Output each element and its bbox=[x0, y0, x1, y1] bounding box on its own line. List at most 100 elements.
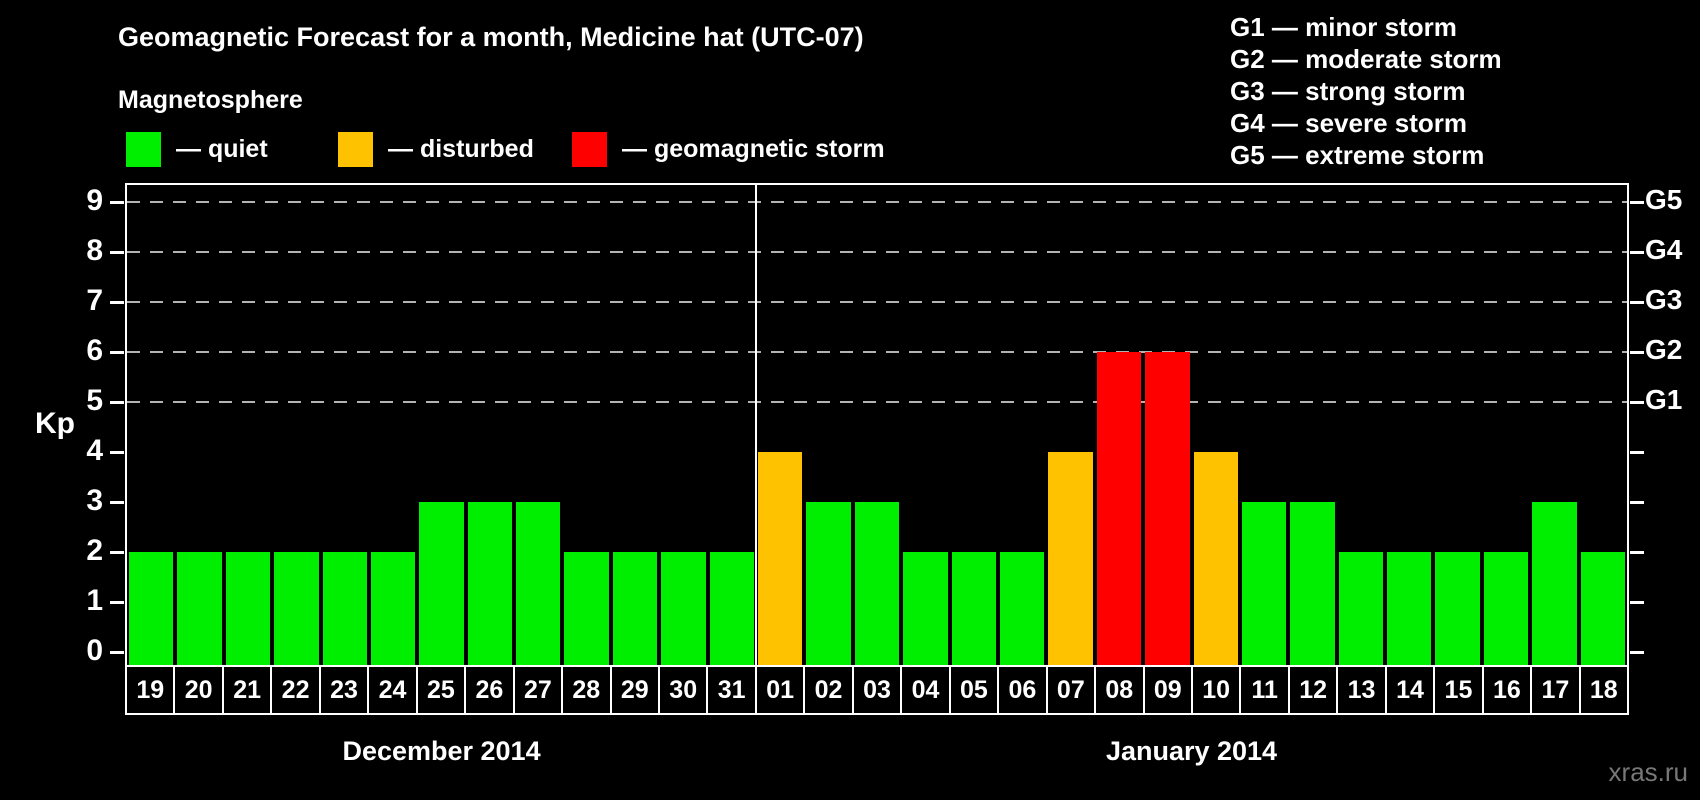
watermark: xras.ru bbox=[1608, 757, 1688, 787]
day-cell: 23 bbox=[318, 667, 367, 713]
kp-bar-day-07 bbox=[1048, 452, 1093, 665]
y-tick-left bbox=[110, 301, 124, 304]
day-axis-row: 19 20 21 22 23 24 25 26 27 28 29 30 31 01 02 03 04 05 06 07… bbox=[125, 665, 1629, 715]
kp-bar-day-21 bbox=[225, 552, 271, 665]
y-tick-label: 2 bbox=[86, 534, 103, 567]
y-tick-left bbox=[110, 351, 124, 354]
kp-bar-day-08 bbox=[1096, 352, 1142, 665]
y-tick-right bbox=[1630, 301, 1644, 304]
kp-bar-day-27 bbox=[516, 502, 561, 665]
gridline-kp5 bbox=[127, 401, 1627, 403]
legend-item-quiet: — quiet bbox=[126, 131, 268, 168]
legend-swatch-quiet bbox=[126, 132, 161, 167]
kp-bar-day-20 bbox=[177, 552, 222, 665]
y-tick-right bbox=[1630, 451, 1644, 454]
day-cell: 29 bbox=[609, 667, 658, 713]
kp-bar-day-29 bbox=[612, 552, 658, 665]
day-cell: 15 bbox=[1433, 667, 1481, 713]
y-tick-right bbox=[1630, 251, 1644, 254]
kp-bar-day-14 bbox=[1387, 552, 1432, 665]
kp-bar-day-19 bbox=[129, 552, 174, 665]
day-cell: 17 bbox=[1530, 667, 1578, 713]
g-axis-label-g3: G3 bbox=[1645, 284, 1683, 315]
day-cell: 09 bbox=[1142, 667, 1191, 713]
page-title: Geomagnetic Forecast for a month, Medici… bbox=[118, 22, 864, 52]
y-tick-right bbox=[1630, 351, 1644, 354]
kp-bar-day-30 bbox=[661, 552, 706, 665]
day-cell: 25 bbox=[415, 667, 464, 713]
g-scale-legend: G1 — minor storm G2 — moderate storm G3 — … bbox=[1230, 11, 1502, 171]
g-axis-label-g1: G1 bbox=[1645, 384, 1683, 415]
day-cell: 18 bbox=[1578, 667, 1627, 713]
kp-bar-day-26 bbox=[467, 502, 513, 665]
y-tick-label: 8 bbox=[86, 234, 103, 267]
day-cell: 08 bbox=[1094, 667, 1142, 713]
day-cell: 16 bbox=[1481, 667, 1530, 713]
y-tick-label: 0 bbox=[86, 634, 103, 667]
kp-bar-day-24 bbox=[370, 552, 416, 665]
plot-area: Kp 0 1 2 3 4 5 6 7 8 9 G1 G2 G3 G4 G5 bbox=[35, 183, 1682, 667]
day-cell: 20 bbox=[173, 667, 221, 713]
day-cell: 24 bbox=[367, 667, 415, 713]
day-cell: 06 bbox=[997, 667, 1045, 713]
kp-bar-day-11 bbox=[1241, 502, 1287, 665]
y-tick-right bbox=[1630, 601, 1644, 604]
kp-bar-day-05 bbox=[951, 552, 996, 665]
kp-bar-day-28 bbox=[564, 552, 609, 665]
kp-bar-day-09 bbox=[1145, 352, 1190, 665]
kp-bar-day-06 bbox=[999, 552, 1045, 665]
y-tick-left bbox=[110, 451, 124, 454]
kp-bar-day-17 bbox=[1532, 502, 1577, 665]
g-legend-line: G2 — moderate storm bbox=[1230, 44, 1502, 74]
day-cell: 31 bbox=[706, 667, 754, 713]
month-label: December 2014 bbox=[342, 736, 541, 766]
legend-item-disturbed: — disturbed bbox=[338, 131, 534, 168]
legend-swatch-disturbed bbox=[338, 132, 373, 167]
month-divider bbox=[755, 185, 758, 665]
day-cell: 01 bbox=[754, 667, 803, 713]
day-cell: 04 bbox=[900, 667, 948, 713]
day-cell: 10 bbox=[1190, 667, 1239, 713]
day-cell: 19 bbox=[136, 675, 165, 704]
g-legend-line: G1 — minor storm bbox=[1230, 12, 1457, 42]
kp-bar-day-12 bbox=[1290, 502, 1335, 665]
y-tick-left bbox=[110, 401, 124, 404]
y-tick-label: 7 bbox=[86, 284, 103, 317]
y-tick-label: 1 bbox=[86, 584, 103, 617]
g-axis-label-g5: G5 bbox=[1645, 184, 1683, 215]
kp-bar-day-03 bbox=[854, 502, 900, 665]
y-tick-label: 9 bbox=[86, 184, 103, 217]
y-tick-left bbox=[110, 501, 124, 504]
legend-swatch-storm bbox=[572, 132, 607, 167]
y-tick-right bbox=[1630, 401, 1644, 404]
day-cell: 13 bbox=[1336, 667, 1384, 713]
day-cell: 07 bbox=[1045, 667, 1094, 713]
gridline-kp9 bbox=[127, 201, 1627, 203]
y-tick-label: 3 bbox=[86, 484, 103, 517]
magnetosphere-subtitle: Magnetosphere bbox=[118, 86, 303, 114]
kp-bar-day-13 bbox=[1338, 552, 1384, 665]
g-legend-line: G5 — extreme storm bbox=[1230, 140, 1485, 170]
gridline-kp6 bbox=[127, 351, 1627, 353]
day-cell: 11 bbox=[1239, 667, 1287, 713]
y-tick-left bbox=[110, 601, 124, 604]
kp-bar-day-22 bbox=[274, 552, 319, 665]
kp-bar-day-23 bbox=[322, 552, 367, 665]
day-cell: 12 bbox=[1287, 667, 1336, 713]
y-tick-right bbox=[1630, 651, 1644, 654]
y-tick-left bbox=[110, 251, 124, 254]
kp-bar-day-01 bbox=[758, 452, 803, 665]
g-axis-label-g2: G2 bbox=[1645, 334, 1683, 365]
day-cell: 30 bbox=[657, 667, 706, 713]
y-tick-left bbox=[110, 201, 124, 204]
day-cell: 14 bbox=[1384, 667, 1433, 713]
kp-bar-day-02 bbox=[806, 502, 851, 665]
legend-label: — quiet bbox=[176, 135, 268, 163]
kp-bar-day-10 bbox=[1193, 452, 1238, 665]
day-cell: 28 bbox=[561, 667, 609, 713]
y-tick-label: 6 bbox=[86, 334, 103, 367]
day-cell: 27 bbox=[512, 667, 561, 713]
y-tick-label: 4 bbox=[86, 434, 103, 467]
kp-bar-day-15 bbox=[1435, 552, 1480, 665]
y-tick-right bbox=[1630, 201, 1644, 204]
